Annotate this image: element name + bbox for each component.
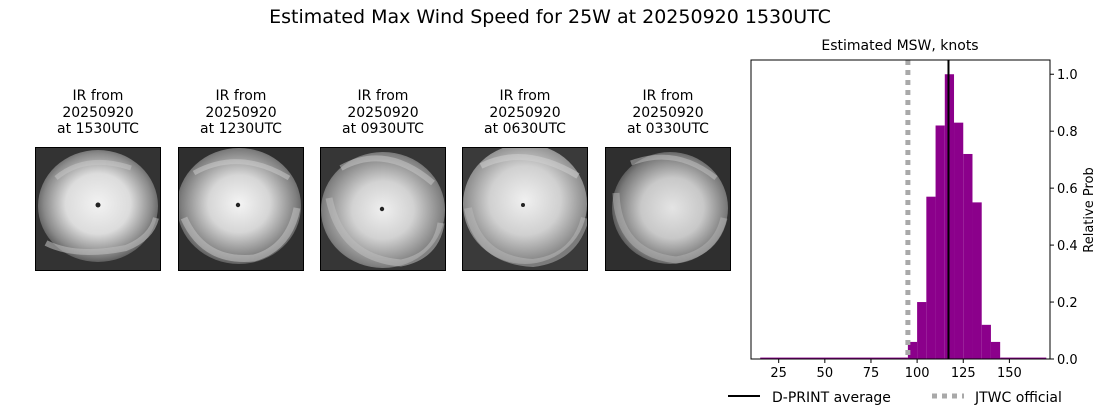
ir-panel-3: IR from 20250920 at 0930UTC — [320, 88, 446, 271]
ir-satellite-image — [462, 147, 588, 271]
chart-title: Estimated MSW, knots — [821, 38, 978, 54]
x-tick-label: 150 — [997, 366, 1022, 381]
histogram-bar — [907, 341, 918, 359]
y-tick-label: 0.0 — [1057, 353, 1078, 368]
ir-label-line3: at 0330UTC — [627, 121, 709, 137]
x-tick-label: 25 — [770, 366, 787, 381]
y-tick-label: 0.8 — [1057, 125, 1078, 140]
histogram-bar — [1000, 357, 1047, 359]
ir-panel-2: IR from 20250920 at 1230UTC — [178, 88, 304, 271]
histogram-bar — [954, 122, 964, 360]
legend-jtwc-label: JTWC official — [974, 390, 1062, 406]
ir-label-line1: IR from — [72, 88, 124, 104]
x-tick-label: 100 — [905, 366, 930, 381]
histogram-bar — [935, 125, 945, 359]
ir-label-line1: IR from — [642, 88, 694, 104]
histogram-bar — [917, 302, 927, 359]
ir-panel-label: IR from 20250920 at 1230UTC — [178, 88, 304, 138]
x-tick-label: 75 — [863, 366, 880, 381]
ir-satellite-image — [178, 147, 304, 271]
ir-panel-label: IR from 20250920 at 0930UTC — [320, 88, 446, 138]
ir-label-line1: IR from — [499, 88, 551, 104]
figure-title: Estimated Max Wind Speed for 25W at 2025… — [269, 6, 831, 28]
ir-label-line2: 20250920 — [489, 104, 561, 121]
histogram-bar — [990, 341, 1001, 359]
legend-dprint-label: D-PRINT average — [772, 390, 891, 406]
ir-panel-label: IR from 20250920 at 0330UTC — [605, 88, 731, 138]
ir-label-line2: 20250920 — [62, 104, 134, 121]
ir-label-line2: 20250920 — [347, 104, 419, 121]
ir-label-line3: at 0630UTC — [484, 121, 566, 137]
ir-panel-4: IR from 20250920 at 0630UTC — [462, 88, 588, 271]
y-tick-label: 1.0 — [1057, 68, 1078, 83]
ir-label-line1: IR from — [215, 88, 267, 104]
histogram-bar — [981, 324, 991, 359]
ir-label-line3: at 1230UTC — [200, 121, 282, 137]
y-axis: 0.0 0.2 0.4 0.6 0.8 1.0 — [1050, 68, 1078, 368]
ir-satellite-image — [320, 147, 446, 271]
histogram-bar — [963, 153, 973, 359]
plot-frame — [750, 59, 1051, 360]
bars-layer — [760, 74, 1047, 360]
y-tick-label: 0.2 — [1057, 296, 1078, 311]
ir-panel-1: IR from 20250920 at 1530UTC — [35, 88, 161, 271]
ir-label-line2: 20250920 — [632, 104, 704, 121]
y-axis-label: Relative Prob — [1082, 167, 1097, 252]
ir-panel-label: IR from 20250920 at 0630UTC — [462, 88, 588, 138]
ir-label-line1: IR from — [357, 88, 409, 104]
ir-satellite-image — [605, 147, 731, 271]
y-tick-label: 0.4 — [1057, 239, 1078, 254]
histogram-bar — [760, 357, 908, 359]
y-tick-label: 0.6 — [1057, 182, 1078, 197]
histogram-bar — [926, 196, 936, 359]
ir-label-line3: at 0930UTC — [342, 121, 424, 137]
x-axis: 25 50 75 100 125 150 — [770, 359, 1022, 381]
histogram-bar — [972, 202, 982, 359]
ir-panel-5: IR from 20250920 at 0330UTC — [605, 88, 731, 271]
legend: D-PRINT average JTWC official — [728, 390, 1062, 406]
ir-satellite-image — [35, 147, 161, 271]
ir-label-line2: 20250920 — [205, 104, 277, 121]
ir-label-line3: at 1530UTC — [57, 121, 139, 137]
ir-panel-label: IR from 20250920 at 1530UTC — [35, 88, 161, 138]
x-tick-label: 125 — [951, 366, 976, 381]
reference-lines-layer — [905, 60, 950, 359]
x-tick-label: 50 — [817, 366, 834, 381]
